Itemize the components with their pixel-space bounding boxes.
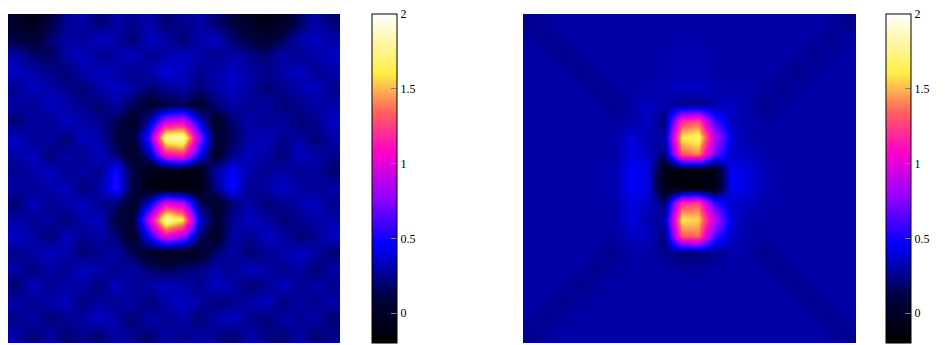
svg-text:0.5: 0.5	[400, 232, 415, 246]
svg-text:1: 1	[400, 157, 406, 171]
svg-text:2: 2	[400, 7, 406, 21]
svg-text:0: 0	[400, 306, 406, 320]
svg-text:1.5: 1.5	[914, 82, 929, 96]
svg-text:0: 0	[914, 306, 920, 320]
svg-text:0.5: 0.5	[914, 232, 929, 246]
svg-text:1: 1	[914, 157, 920, 171]
svg-text:1.5: 1.5	[400, 82, 415, 96]
svg-text:2: 2	[914, 7, 920, 21]
